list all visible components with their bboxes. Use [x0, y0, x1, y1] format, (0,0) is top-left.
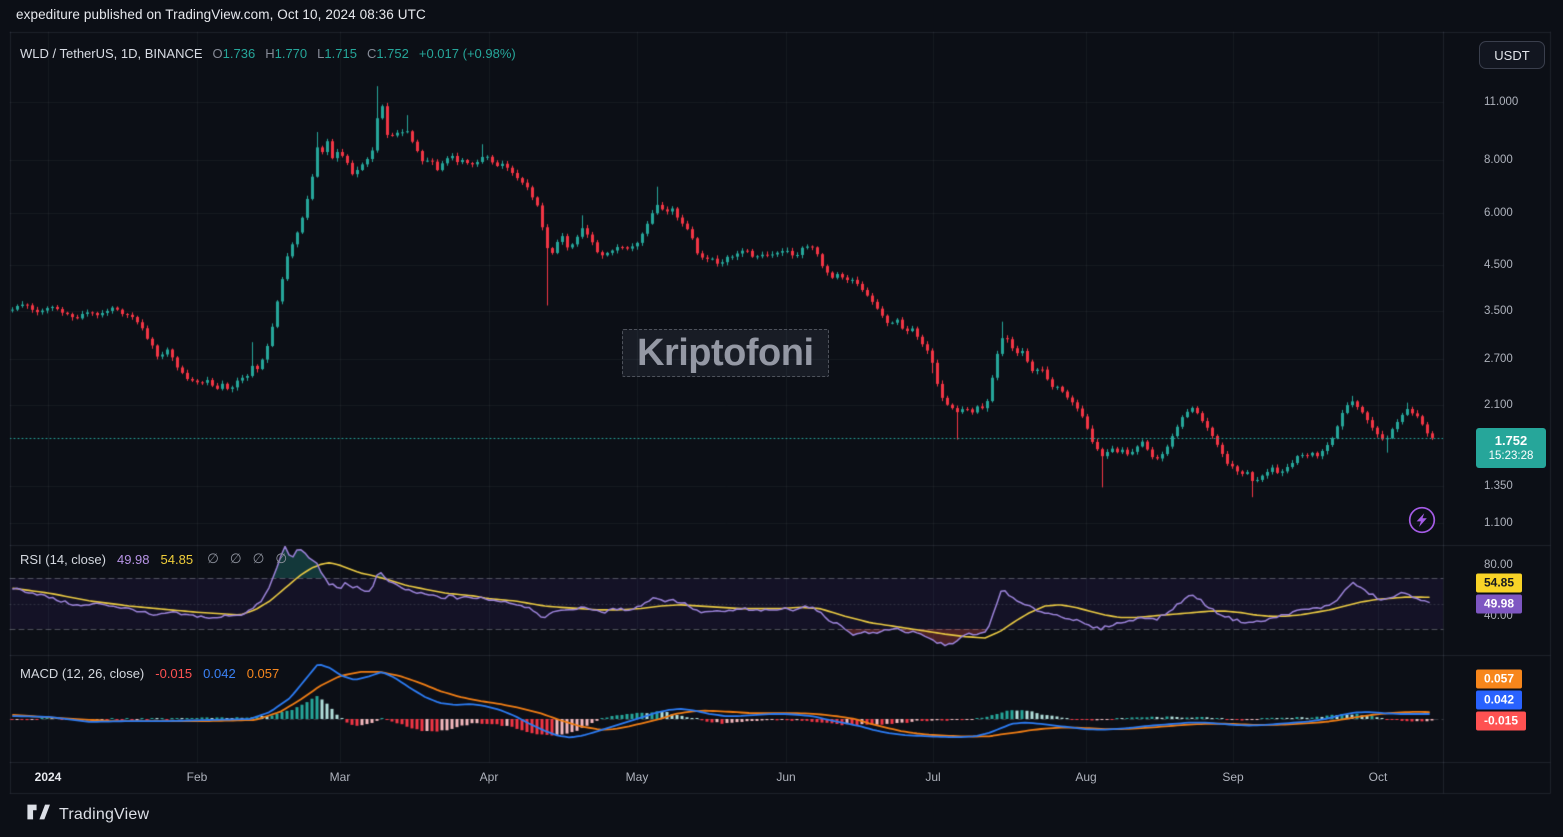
- open-label: O: [212, 46, 223, 61]
- low-price: 1.715: [324, 46, 357, 61]
- time-axis-label-2024: 2024: [34, 770, 62, 784]
- open-value: O 1.736: [213, 46, 256, 61]
- time-axis-label-jul: Jul: [925, 770, 941, 784]
- rsi-axis-label: 80.00: [1484, 559, 1513, 572]
- price-axis-label: 6.000: [1484, 206, 1513, 219]
- time-axis-label-may: May: [625, 770, 649, 784]
- rsi-badge: 49.98: [1476, 594, 1523, 614]
- macd-line-badge: 0.042: [1476, 690, 1523, 710]
- time-axis-label-aug: Aug: [1075, 770, 1097, 784]
- currency-toggle-button[interactable]: USDT: [1479, 41, 1545, 69]
- publish-info-text: expediture published on TradingView.com,…: [16, 7, 426, 22]
- rsi-ma-value: 54.85: [160, 551, 194, 567]
- lightning-icon: [1407, 506, 1437, 538]
- macd-hist-value: -0.015: [155, 666, 193, 681]
- empty-set-icon: ∅: [275, 551, 288, 566]
- time-axis-label-feb: Feb: [186, 770, 208, 784]
- open-price: 1.736: [222, 46, 256, 61]
- price-axis-label: 1.100: [1484, 517, 1513, 530]
- rsi-ma-badge: 54.85: [1476, 573, 1523, 593]
- empty-set-icon: ∅: [252, 551, 265, 566]
- macd-title: MACD (12, 26, close): [20, 666, 145, 681]
- time-axis-label-apr: Apr: [479, 770, 499, 784]
- price-axis-label: 8.000: [1484, 153, 1513, 166]
- price-axis-label: 11.000: [1484, 95, 1519, 108]
- price-axis-label: 2.100: [1484, 398, 1513, 411]
- high-value: H 1.770: [265, 46, 307, 61]
- price-axis-label: 4.500: [1484, 259, 1513, 272]
- empty-set-icon: ∅: [207, 551, 219, 566]
- tradingview-logo-text: TradingView: [59, 805, 150, 823]
- change-value: +0.017 (+0.98%): [418, 46, 516, 61]
- time-axis-label-sep: Sep: [1222, 770, 1244, 784]
- low-value: L 1.715: [317, 46, 357, 61]
- rsi-title: RSI (14, close): [20, 551, 106, 567]
- high-label: H: [265, 46, 275, 61]
- high-price: 1.770: [274, 46, 308, 61]
- price-axis-label: 3.500: [1484, 305, 1513, 318]
- macd-signal-badge: 0.057: [1476, 669, 1523, 689]
- macd-legend[interactable]: MACD (12, 26, close) -0.015 0.042 0.057: [20, 666, 279, 681]
- time-axis-label-mar: Mar: [329, 770, 351, 784]
- close-value: C 1.752: [367, 46, 409, 61]
- rsi-axis-label: 40.00: [1484, 610, 1513, 623]
- macd-signal-value: 0.057: [246, 666, 280, 681]
- bar-countdown: 15:23:28: [1488, 449, 1534, 462]
- symbol-legend[interactable]: WLD / TetherUS, 1D, BINANCE O 1.736 H 1.77…: [20, 46, 516, 61]
- last-price: 1.752: [1494, 432, 1528, 448]
- close-label: C: [366, 46, 377, 61]
- last-price-badge: 1.752 15:23:28: [1476, 427, 1546, 468]
- price-axis-label: 2.700: [1484, 352, 1513, 365]
- rsi-value: 49.98: [116, 551, 150, 567]
- price-axis-label: 1.350: [1484, 479, 1513, 492]
- close-price: 1.752: [376, 46, 409, 61]
- tradingview-logo[interactable]: TradingView: [26, 803, 149, 826]
- time-axis-label-jun: Jun: [776, 770, 796, 784]
- symbol-title[interactable]: WLD / TetherUS, 1D, BINANCE: [20, 46, 203, 61]
- rsi-hidden-values: ∅ ∅ ∅ ∅: [207, 551, 298, 567]
- tradingview-logo-icon: [26, 803, 50, 826]
- time-axis-label-oct: Oct: [1368, 770, 1388, 784]
- macd-line-value: 0.042: [203, 666, 236, 681]
- empty-set-icon: ∅: [229, 551, 242, 566]
- rsi-legend[interactable]: RSI (14, close) 49.98 54.85 ∅ ∅ ∅ ∅: [20, 551, 298, 567]
- low-label: L: [317, 46, 325, 61]
- instant-order-button[interactable]: [1407, 505, 1437, 535]
- macd-hist-badge: -0.015: [1476, 711, 1527, 731]
